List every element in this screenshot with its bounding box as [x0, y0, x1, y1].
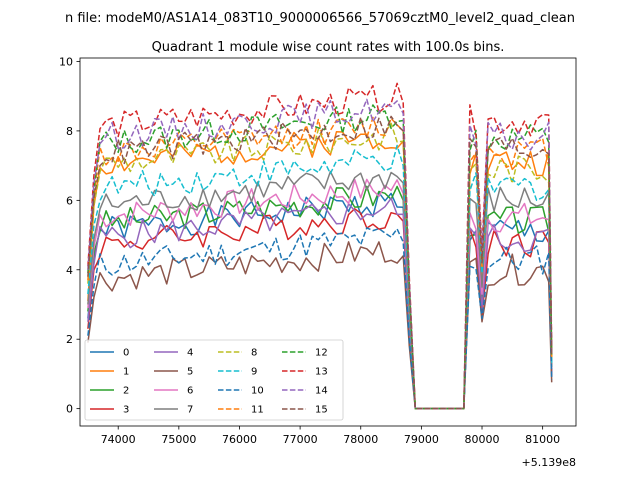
y-tick-label-2: 2: [66, 333, 73, 346]
series-line-3: [87, 208, 553, 410]
chart-title: Quadrant 1 module wise count rates with …: [152, 40, 505, 55]
series-line-5: [87, 241, 553, 410]
series-line-7: [87, 170, 553, 410]
legend-label-7: 7: [187, 405, 193, 416]
series-line-15: [87, 115, 553, 410]
x-tick-label-75000: 75000: [161, 433, 196, 446]
x-tick-label-77000: 77000: [283, 433, 318, 446]
legend-label-8: 8: [251, 348, 257, 359]
y-tick-label-8: 8: [66, 125, 73, 138]
y-tick-label-4: 4: [66, 264, 73, 277]
y-tick-label-0: 0: [66, 403, 73, 416]
legend-label-6: 6: [187, 386, 193, 397]
legend-label-13: 13: [315, 367, 328, 378]
series-line-10: [87, 227, 553, 410]
legend-label-14: 14: [315, 386, 328, 397]
x-tick-label-76000: 76000: [222, 433, 257, 446]
y-tick-label-10: 10: [59, 55, 73, 68]
series-lines: [87, 82, 553, 410]
legend-label-2: 2: [123, 386, 129, 397]
legend-label-3: 3: [123, 405, 129, 416]
legend-box: [84, 339, 344, 421]
legend-label-4: 4: [187, 348, 193, 359]
x-tick-label-81000: 81000: [525, 433, 560, 446]
y-tick-label-6: 6: [66, 194, 73, 207]
legend-label-15: 15: [315, 405, 328, 416]
x-offset-label: +5.139e8: [522, 456, 576, 469]
x-tick-label-79000: 79000: [404, 433, 439, 446]
figure-suptitle: n file: modeM0/AS1A14_083T10_9000006566_…: [65, 11, 575, 26]
legend-label-9: 9: [251, 367, 257, 378]
legend-label-12: 12: [315, 348, 328, 359]
series-line-13: [87, 82, 553, 410]
legend-label-11: 11: [251, 405, 264, 416]
x-tick-label-78000: 78000: [343, 433, 378, 446]
legend-label-0: 0: [123, 348, 129, 359]
x-tick-label-80000: 80000: [465, 433, 500, 446]
series-line-8: [87, 122, 553, 410]
axes-frame: [79, 57, 577, 427]
legend-label-10: 10: [251, 386, 264, 397]
legend-label-1: 1: [123, 367, 129, 378]
plot-area: 74000 75000 76000 77000 78000 79000 80000 81000…: [59, 55, 577, 446]
legend-label-5: 5: [187, 367, 193, 378]
series-line-9: [87, 144, 553, 410]
x-tick-label-74000: 74000: [101, 433, 136, 446]
